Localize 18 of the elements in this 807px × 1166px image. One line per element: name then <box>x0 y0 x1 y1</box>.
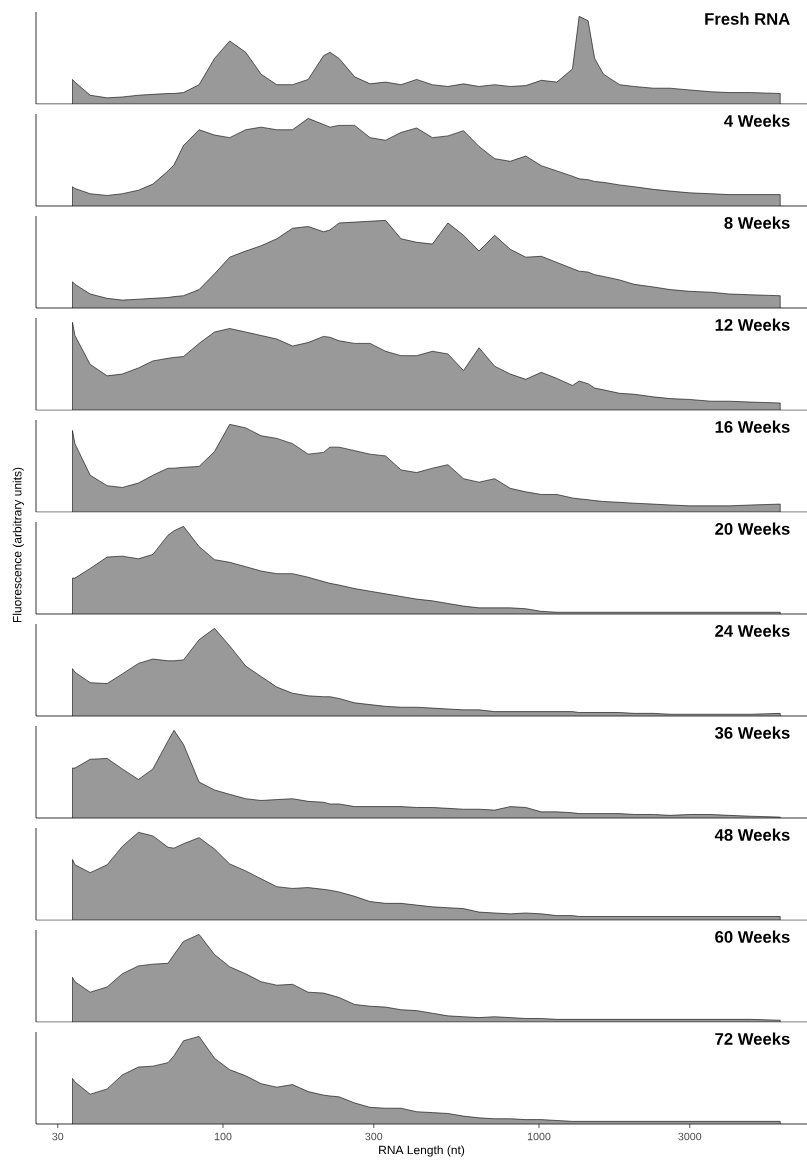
chart-title: Fresh RNA <box>705 12 790 25</box>
x-tick-label: 3000 <box>678 1132 702 1141</box>
chart-title: 4 Weeks <box>724 114 790 127</box>
chart-title: 20 Weeks <box>715 522 790 535</box>
y-axis-title: Fluorescence (arbitrary units) <box>12 467 24 623</box>
x-tick-label: 100 <box>214 1132 232 1141</box>
x-tick-label: 300 <box>365 1132 383 1141</box>
chart-title: 8 Weeks <box>724 216 790 229</box>
x-tick-label: 30 <box>52 1132 64 1141</box>
chart-title: 60 Weeks <box>715 930 790 943</box>
chart-title: 36 Weeks <box>714 726 790 739</box>
chart-title: 16 Weeks <box>715 420 790 433</box>
chart-title: 48 Weeks <box>714 828 790 841</box>
chart-title: 12 Weeks <box>715 318 790 331</box>
chart-title: 72 Weeks <box>715 1032 790 1045</box>
x-tick-label: 1000 <box>527 1132 551 1141</box>
chart-title: 24 Weeks <box>715 624 790 637</box>
x-axis-title: RNA Length (nt) <box>379 1145 465 1157</box>
